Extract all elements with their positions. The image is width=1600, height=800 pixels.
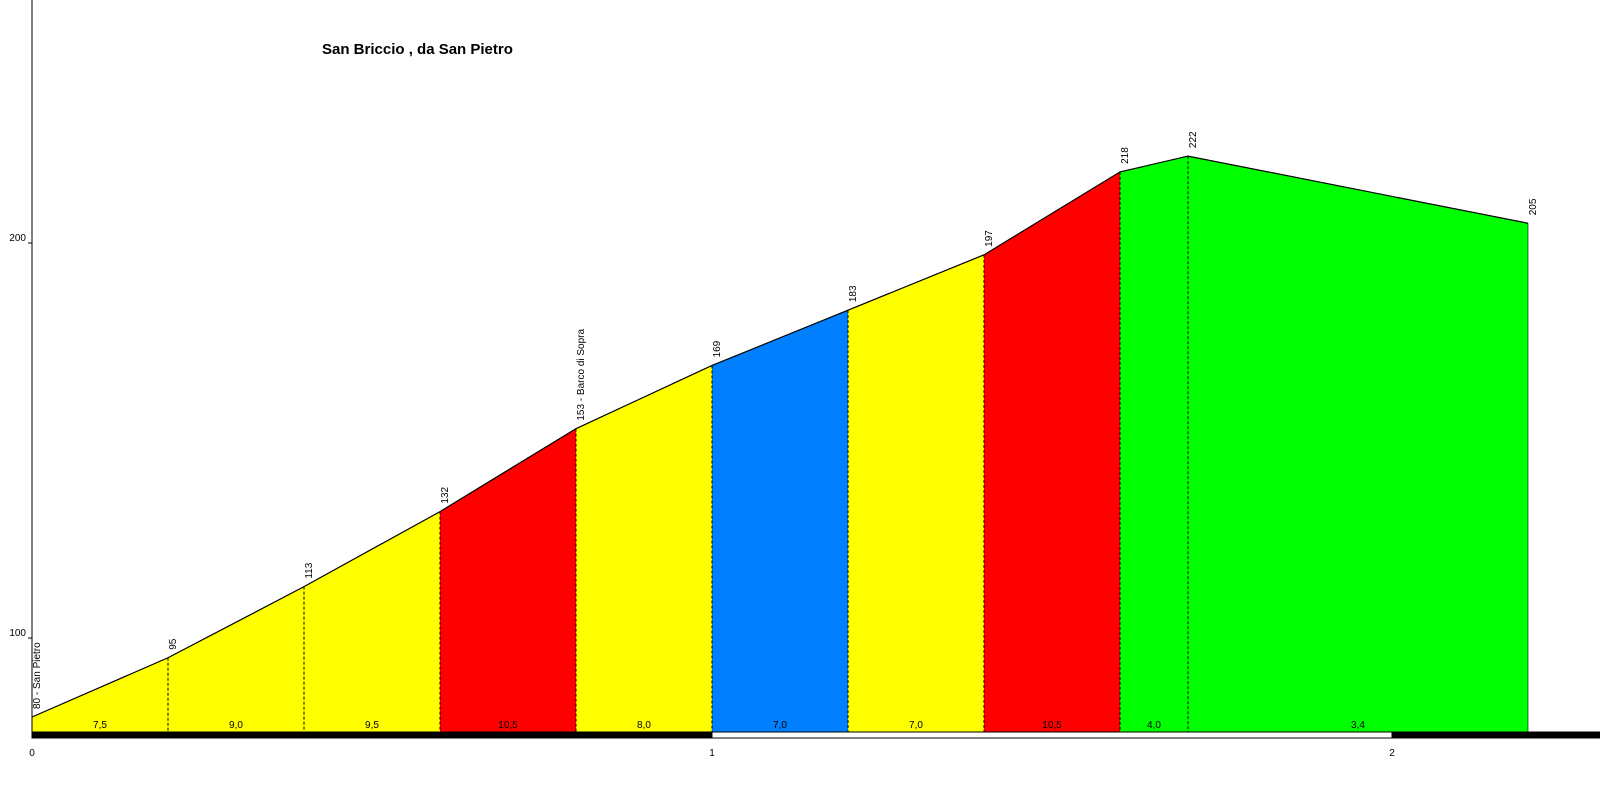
gradient-segment <box>32 657 168 732</box>
elevation-label: 169 <box>712 340 723 357</box>
elevation-label: 113 <box>304 562 315 578</box>
km-bar-segment <box>31 731 713 739</box>
axes: 100 200 0 1 2 <box>9 0 1395 759</box>
elevation-labels: 80 - San Pietro 95 113 132 153 - Barco di So… <box>32 131 1539 709</box>
gradient-segment <box>440 428 576 732</box>
elevation-label: 95 <box>168 638 179 650</box>
profile-line <box>31 155 1529 718</box>
chart-title: San Briccio , da San Pietro <box>322 41 513 58</box>
elevation-label: 132 <box>440 486 451 503</box>
x-tick-label: 0 <box>29 748 35 759</box>
km-bar-segment <box>711 731 1393 739</box>
y-tick-label: 100 <box>9 628 26 639</box>
gradient-segments <box>32 156 1528 733</box>
grade-labels: 7,5 9,0 9,5 10,5 8,0 7,0 7,0 10,5 4,0 3,4 <box>93 720 1365 731</box>
grade-label: 9,5 <box>365 720 379 731</box>
elevation-label: 218 <box>1120 147 1131 164</box>
y-tick-label: 200 <box>9 233 26 244</box>
grade-label: 4,0 <box>1147 720 1161 731</box>
elevation-label: 205 <box>1528 198 1539 215</box>
elevation-label: 153 - Barco di Sopra <box>576 328 587 420</box>
elevation-label: 80 - San Pietro <box>32 642 43 709</box>
grade-label: 8,0 <box>637 720 651 731</box>
km-bar <box>31 731 1600 739</box>
gradient-segment <box>168 586 304 732</box>
elevation-label: 197 <box>984 230 995 247</box>
gradient-segment <box>1188 156 1528 733</box>
gradient-segment <box>984 171 1120 732</box>
grade-label: 10,5 <box>498 720 518 731</box>
grade-label: 3,4 <box>1351 720 1365 731</box>
grade-label: 7,5 <box>93 720 107 731</box>
gradient-segment <box>1120 156 1188 733</box>
segment-dividers <box>167 156 1529 732</box>
grade-label: 7,0 <box>909 720 923 731</box>
gradient-segment <box>848 254 984 732</box>
km-bar-segment <box>1391 731 1600 739</box>
gradient-segment <box>304 511 440 732</box>
gradient-segment <box>576 365 712 732</box>
gradient-segment <box>712 310 848 732</box>
grade-label: 10,5 <box>1042 720 1062 731</box>
elevation-label: 183 <box>848 285 859 302</box>
profile-line-group <box>31 155 1529 718</box>
x-tick-label: 1 <box>709 748 715 759</box>
x-tick-label: 2 <box>1389 748 1395 759</box>
elevation-label: 222 <box>1188 131 1199 148</box>
grade-label: 7,0 <box>773 720 787 731</box>
grade-label: 9,0 <box>229 720 243 731</box>
